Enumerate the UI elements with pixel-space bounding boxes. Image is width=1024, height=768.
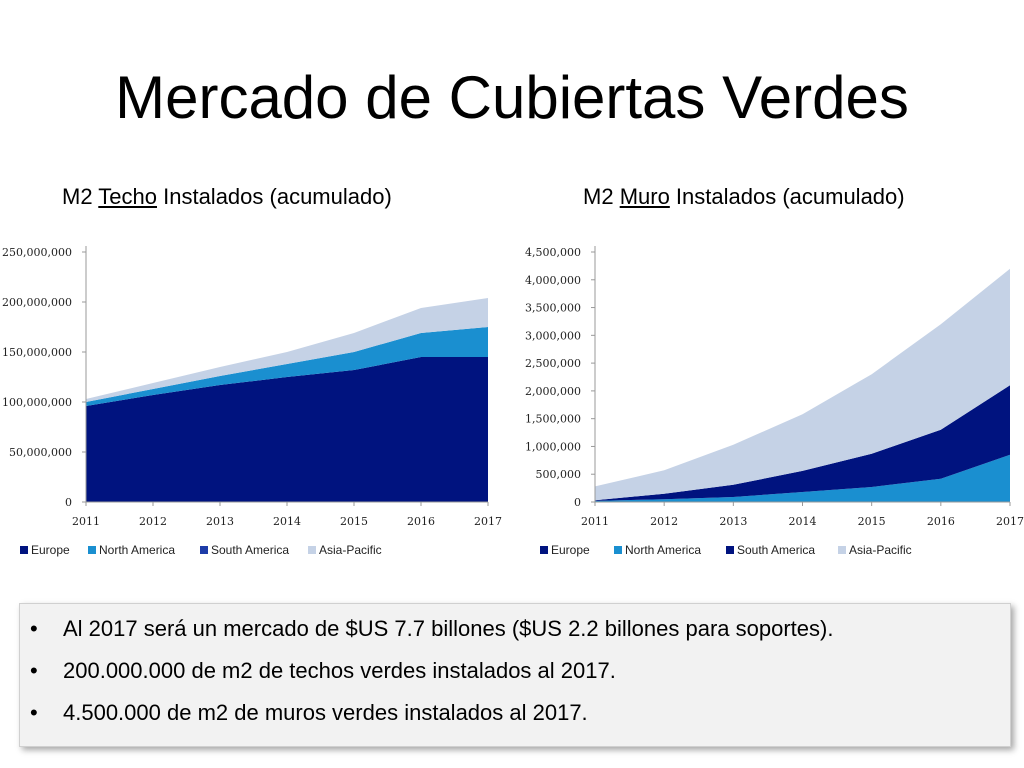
wall-x-tick-label: 2011: [581, 515, 609, 528]
roof-y-tick-label: 250,000,000: [2, 246, 72, 259]
roof-area-north-america: [86, 327, 488, 406]
wall-area-south-america: [595, 385, 1010, 501]
bullet-dot: •: [30, 658, 38, 683]
wall-y-tick-label: 2,500,000: [525, 357, 581, 370]
bullet-item: • Al 2017 será un mercado de $US 7.7 bill…: [20, 614, 1010, 656]
roof-legend-swatch: [20, 546, 28, 554]
roof-legend-label: North America: [99, 543, 175, 557]
bullet-text: Al 2017 será un mercado de $US 7.7 billo…: [63, 616, 834, 641]
wall-legend-swatch: [614, 546, 622, 554]
wall-legend-swatch: [726, 546, 734, 554]
wall-subtitle-underlined: Muro: [619, 184, 670, 209]
bullet-item: • 4.500.000 de m2 de muros verdes instala…: [20, 698, 1010, 740]
wall-x-tick-label: 2015: [858, 515, 886, 528]
roof-chart-subtitle: M2 Techo Instalados (acumulado): [62, 182, 392, 212]
roof-subtitle-post: Instalados (acumulado): [157, 184, 392, 209]
roof-y-tick-label: 50,000,000: [9, 446, 72, 459]
wall-legend-label: Asia-Pacific: [849, 543, 912, 557]
wall-x-tick-label: 2012: [650, 515, 678, 528]
wall-y-tick-label: 500,000: [536, 468, 582, 481]
roof-subtitle-underlined: Techo: [98, 184, 157, 209]
wall-y-tick-label: 1,000,000: [525, 440, 581, 453]
wall-x-tick-label: 2013: [719, 515, 747, 528]
wall-subtitle-post: Instalados (acumulado): [669, 184, 905, 209]
roof-x-tick-label: 2014: [273, 515, 301, 528]
roof-legend-label: South America: [211, 543, 289, 557]
roof-legend-swatch: [200, 546, 208, 554]
wall-y-tick-label: 3,000,000: [525, 329, 581, 342]
roof-legend-label: Asia-Pacific: [319, 543, 382, 557]
wall-legend-swatch: [838, 546, 846, 554]
wall-legend-swatch: [540, 546, 548, 554]
roof-legend-label: Europe: [31, 543, 70, 557]
bullet-text: 200.000.000 de m2 de techos verdes insta…: [63, 658, 616, 683]
wall-x-tick-label: 2016: [927, 515, 955, 528]
bullet-item: • 200.000.000 de m2 de techos verdes inst…: [20, 656, 1010, 698]
wall-area-chart: 0 500,000 1,000,000 1,500,000 2,000,000 2,500…: [525, 246, 1024, 557]
roof-area-asia-pacific: [86, 298, 488, 402]
roof-y-tick-label: 0: [65, 496, 72, 509]
wall-legend-label: North America: [625, 543, 701, 557]
wall-y-tick-label: 4,500,000: [525, 246, 581, 259]
wall-area-asia-pacific: [595, 268, 1010, 501]
roof-area-chart: 0 50,000,000 100,000,000 150,000,000 200,000…: [2, 246, 502, 557]
wall-y-tick-label: 1,500,000: [525, 413, 581, 426]
wall-legend-label: South America: [737, 543, 815, 557]
wall-y-tick-label: 2,000,000: [525, 385, 581, 398]
roof-x-tick-label: 2012: [139, 515, 167, 528]
summary-bullet-list: • Al 2017 será un mercado de $US 7.7 bill…: [20, 614, 1010, 740]
roof-x-tick-label: 2011: [72, 515, 100, 528]
wall-subtitle-pre: M2: [583, 184, 620, 209]
wall-legend-label: Europe: [551, 543, 590, 557]
bullet-dot: •: [30, 700, 38, 725]
bullet-dot: •: [30, 616, 38, 641]
bullet-text: 4.500.000 de m2 de muros verdes instalad…: [63, 700, 588, 725]
wall-y-tick-label: 3,500,000: [525, 302, 581, 315]
roof-y-tick-label: 200,000,000: [2, 296, 72, 309]
roof-y-tick-label: 150,000,000: [2, 346, 72, 359]
roof-legend-swatch: [308, 546, 316, 554]
roof-x-tick-label: 2013: [206, 515, 234, 528]
wall-area-north-america: [595, 454, 1010, 502]
roof-x-tick-label: 2015: [340, 515, 368, 528]
roof-x-tick-label: 2017: [474, 515, 502, 528]
wall-x-tick-label: 2017: [996, 515, 1024, 528]
roof-x-tick-label: 2016: [407, 515, 435, 528]
roof-area-europe: [86, 357, 488, 502]
wall-y-tick-label: 4,000,000: [525, 274, 581, 287]
slide-title: Mercado de Cubiertas Verdes: [115, 64, 909, 131]
wall-chart-subtitle: M2 Muro Instalados (acumulado): [583, 182, 905, 212]
roof-legend-swatch: [88, 546, 96, 554]
summary-box: • Al 2017 será un mercado de $US 7.7 bill…: [19, 603, 1011, 747]
wall-y-tick-label: 0: [574, 496, 581, 509]
wall-x-tick-label: 2014: [789, 515, 817, 528]
roof-subtitle-pre: M2: [62, 184, 99, 209]
roof-y-tick-label: 100,000,000: [2, 396, 72, 409]
